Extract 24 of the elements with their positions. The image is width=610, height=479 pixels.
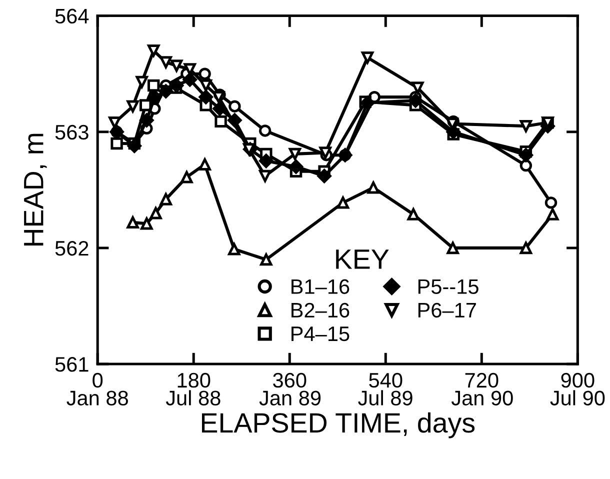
x2-tick-label: Jan 90 [451, 390, 513, 406]
x-tick-label: 360 [273, 372, 306, 388]
x2-tick-label: Jul 89 [358, 390, 412, 406]
x-tick-label: 180 [178, 372, 210, 388]
x-tick-label: 720 [465, 372, 498, 388]
y-axis-title: HEAD, m [24, 134, 47, 246]
x2-tick-label: Jan 89 [259, 390, 321, 406]
y-tick-label: 564 [55, 8, 89, 24]
y-tick-label: 563 [55, 124, 88, 140]
legend-label: P5--15 [418, 279, 478, 294]
x2-tick-label: Jul 90 [550, 390, 605, 406]
x-tick-label: 0 [92, 372, 103, 388]
legend-label: P4–15 [292, 326, 350, 342]
x-tick-label: 900 [561, 372, 594, 388]
legend-title: KEY [336, 250, 389, 269]
legend-label: B1–16 [292, 279, 350, 294]
x-axis-title: ELAPSED TIME, days [202, 412, 475, 438]
x2-tick-label: Jul 88 [166, 390, 220, 406]
legend-label: P6–17 [418, 302, 476, 318]
y-tick-label: 561 [55, 357, 88, 372]
x-tick-label: 540 [369, 372, 402, 388]
x2-tick-label: Jan 88 [66, 390, 128, 406]
legend-label: B2–16 [292, 302, 350, 318]
y-tick-label: 562 [55, 240, 88, 256]
